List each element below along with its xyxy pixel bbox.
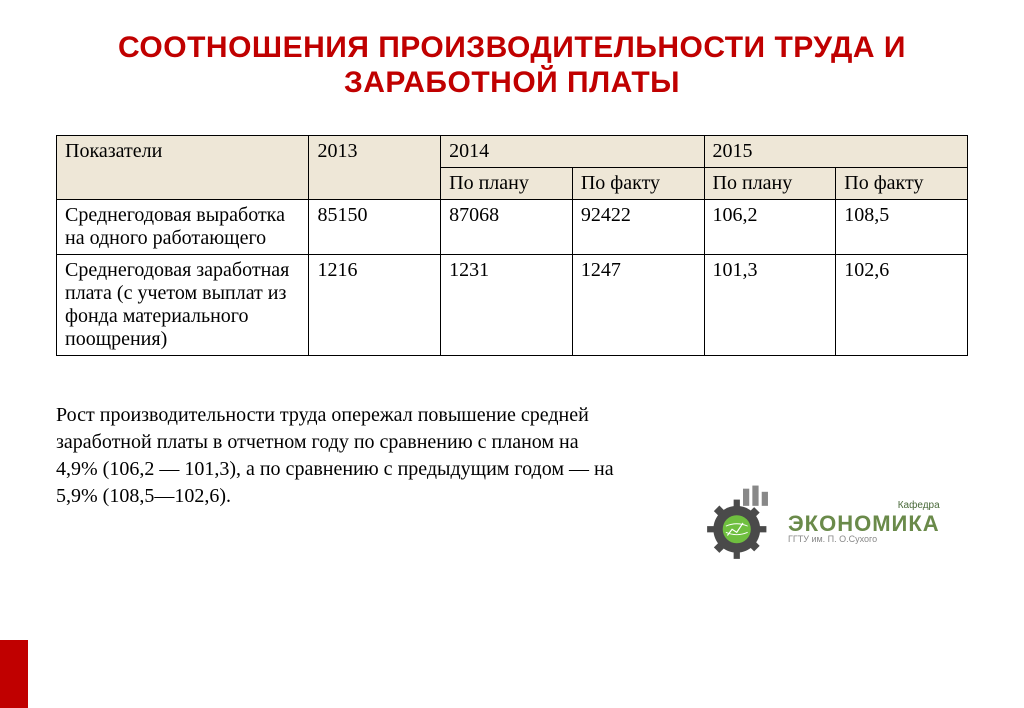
th-2013: 2013 [309, 135, 441, 199]
cell-value: 101,3 [704, 254, 836, 355]
cell-value: 1247 [572, 254, 704, 355]
th-2014-plan: По плану [441, 167, 573, 199]
table-row: Среднегодовая заработная плата (с учетом… [57, 254, 968, 355]
dept-logo: Кафедра ЭКОНОМИКА ГГТУ им. П. О.Сухого [704, 478, 964, 568]
data-table: Показатели 2013 2014 2015 По плану По фа… [56, 135, 968, 356]
slide-content: СООТНОШЕНИЯ ПРОИЗВОДИТЕЛЬНОСТИ ТРУДА И З… [0, 0, 1024, 510]
logo-sub: ГГТУ им. П. О.Сухого [788, 535, 940, 544]
th-indicators: Показатели [57, 135, 309, 199]
th-2015: 2015 [704, 135, 967, 167]
cell-label: Среднегодовая заработная плата (с учетом… [57, 254, 309, 355]
th-2015-plan: По плану [704, 167, 836, 199]
cell-value: 92422 [572, 199, 704, 254]
cell-value: 1231 [441, 254, 573, 355]
cell-label: Среднегодовая выработка на одного работа… [57, 199, 309, 254]
logo-main: ЭКОНОМИКА [788, 512, 940, 535]
accent-bar [0, 640, 28, 708]
cell-value: 102,6 [836, 254, 968, 355]
body-paragraph: Рост производительности труда опережал п… [56, 402, 616, 510]
cell-value: 106,2 [704, 199, 836, 254]
factory-pipes-icon [743, 486, 768, 506]
th-2015-fact: По факту [836, 167, 968, 199]
cell-value: 108,5 [836, 199, 968, 254]
gear-icon [704, 484, 782, 562]
th-2014: 2014 [441, 135, 704, 167]
cell-value: 85150 [309, 199, 441, 254]
globe-icon [723, 515, 751, 543]
cell-value: 87068 [441, 199, 573, 254]
logo-text: Кафедра ЭКОНОМИКА ГГТУ им. П. О.Сухого [788, 501, 940, 544]
cell-value: 1216 [309, 254, 441, 355]
slide-title: СООТНОШЕНИЯ ПРОИЗВОДИТЕЛЬНОСТИ ТРУДА И З… [56, 30, 968, 101]
th-2014-fact: По факту [572, 167, 704, 199]
table-row: Среднегодовая выработка на одного работа… [57, 199, 968, 254]
